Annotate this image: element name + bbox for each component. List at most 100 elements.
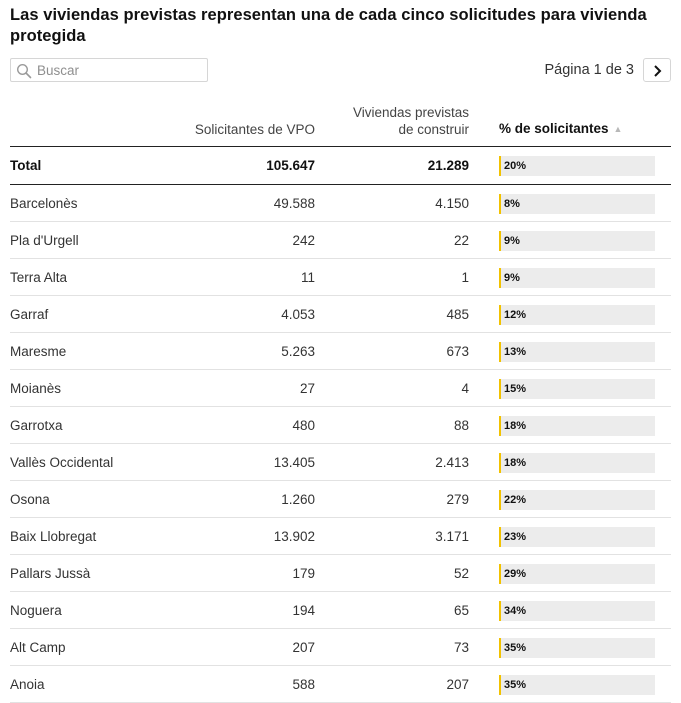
row-name-cell: Moianès: [10, 369, 170, 407]
pct-bar-track: 18%: [499, 415, 655, 436]
pct-bar-label: 13%: [504, 345, 527, 358]
table-row: Osona 1.260 279 22%: [10, 480, 671, 518]
pct-bar-fill: [499, 193, 512, 214]
table-row: Baix Llobregat 13.902 3.171 23%: [10, 517, 671, 555]
pct-bar-label: 9%: [504, 234, 520, 247]
row-viviendas-cell: 22: [315, 221, 469, 259]
table-row: Maresme 5.263 673 13%: [10, 332, 671, 370]
row-viviendas-cell: 3.171: [315, 517, 469, 555]
total-viviendas-cell: 21.289: [315, 146, 469, 185]
row-name-cell: Alt Camp: [10, 628, 170, 666]
row-solicitantes-cell: 242: [170, 221, 315, 259]
row-solicitantes-cell: 27: [170, 369, 315, 407]
pct-bar-label: 23%: [504, 530, 527, 543]
pct-bar-track: 13%: [499, 341, 655, 362]
pct-bar-track: 35%: [499, 637, 655, 658]
row-pct-cell: 29%: [469, 554, 671, 592]
row-pct-cell: 23%: [469, 517, 671, 555]
column-header-viviendas-line2: de construir: [398, 122, 469, 137]
row-name-cell: Baix Llobregat: [10, 517, 170, 555]
row-viviendas-cell: 73: [315, 628, 469, 666]
table-row: Garraf 4.053 485 12%: [10, 295, 671, 333]
pct-bar-label: 22%: [504, 493, 527, 506]
pct-bar-track: 12%: [499, 304, 655, 325]
row-viviendas-cell: 207: [315, 665, 469, 703]
row-pct-cell: 12%: [469, 295, 671, 333]
pct-bar-fill: [499, 637, 554, 658]
pct-bar-label: 12%: [504, 308, 527, 321]
pct-bar-track: 22%: [499, 489, 655, 510]
row-name-cell: Garraf: [10, 295, 170, 333]
row-pct-cell: 15%: [469, 369, 671, 407]
row-pct-cell: 35%: [469, 628, 671, 666]
next-page-button[interactable]: [643, 58, 671, 82]
table-body: Total 105.647 21.289 20% Barcelonès 49.58…: [10, 146, 671, 703]
column-header-viviendas[interactable]: Viviendas previstas de construir: [315, 102, 469, 147]
column-header-pct[interactable]: % de solicitantes ▲: [469, 102, 671, 147]
search-input[interactable]: [35, 59, 209, 81]
pct-bar-fill: [499, 304, 518, 325]
table-row: Terra Alta 11 1 9%: [10, 258, 671, 296]
table-row: Vallès Occidental 13.405 2.413 18%: [10, 443, 671, 481]
search-icon: [16, 63, 32, 79]
pct-bar-track: 18%: [499, 452, 655, 473]
column-header-solicitantes[interactable]: Solicitantes de VPO: [170, 102, 315, 147]
total-solicitantes-cell: 105.647: [170, 146, 315, 185]
pct-bar-track: 23%: [499, 526, 655, 547]
row-name-cell: Maresme: [10, 332, 170, 370]
column-header-pct-label: % de solicitantes: [499, 121, 609, 136]
table-row: Pla d'Urgell 242 22 9%: [10, 221, 671, 259]
page-title: Las viviendas previstas representan una …: [10, 6, 647, 45]
row-name-cell: Pallars Jussà: [10, 554, 170, 592]
row-pct-cell: 9%: [469, 258, 671, 296]
row-viviendas-cell: 65: [315, 591, 469, 629]
row-viviendas-cell: 88: [315, 406, 469, 444]
total-pct-cell: 20%: [469, 146, 671, 185]
row-name-cell: Noguera: [10, 591, 170, 629]
total-name-cell: Total: [10, 146, 170, 185]
pct-bar-fill: [499, 267, 514, 288]
pct-bar-fill: [499, 415, 528, 436]
toolbar: Página 1 de 3: [10, 58, 671, 84]
table-row: Alt Camp 207 73 35%: [10, 628, 671, 666]
row-pct-cell: 8%: [469, 184, 671, 222]
pct-bar-label: 35%: [504, 641, 527, 654]
pct-bar-fill: [499, 600, 553, 621]
table-row: Noguera 194 65 34%: [10, 591, 671, 629]
row-pct-cell: 35%: [469, 665, 671, 703]
pct-bar-track: 9%: [499, 230, 655, 251]
pct-bar-fill: [499, 230, 514, 251]
pct-bar-label: 29%: [504, 567, 527, 580]
table-row: Barcelonès 49.588 4.150 8%: [10, 184, 671, 222]
pct-bar-fill: [499, 156, 531, 176]
row-solicitantes-cell: 1.260: [170, 480, 315, 518]
row-solicitantes-cell: 49.588: [170, 184, 315, 222]
table-widget: Las viviendas previstas representan una …: [10, 0, 671, 703]
row-solicitantes-cell: 480: [170, 406, 315, 444]
pct-bar-label: 35%: [504, 678, 527, 691]
pct-bar-fill: [499, 489, 534, 510]
pct-bar-label: 9%: [504, 271, 520, 284]
pct-bar-fill: [499, 452, 528, 473]
column-header-name[interactable]: [10, 102, 170, 147]
pct-bar-fill: [499, 341, 520, 362]
row-viviendas-cell: 52: [315, 554, 469, 592]
row-solicitantes-cell: 13.902: [170, 517, 315, 555]
search-box[interactable]: [10, 58, 209, 82]
pct-bar-track: 20%: [499, 156, 655, 176]
pct-bar-fill: [499, 526, 535, 547]
row-pct-cell: 9%: [469, 221, 671, 259]
row-pct-cell: 34%: [469, 591, 671, 629]
pct-bar-label: 18%: [504, 456, 527, 469]
row-solicitantes-cell: 11: [170, 258, 315, 296]
row-pct-cell: 18%: [469, 443, 671, 481]
table-row: Pallars Jussà 179 52 29%: [10, 554, 671, 592]
pct-bar-label: 20%: [504, 160, 527, 172]
pct-bar-label: 15%: [504, 382, 527, 395]
row-viviendas-cell: 485: [315, 295, 469, 333]
row-viviendas-cell: 2.413: [315, 443, 469, 481]
row-viviendas-cell: 673: [315, 332, 469, 370]
pagination-status: Página 1 de 3: [544, 62, 635, 78]
pct-bar-fill: [499, 563, 545, 584]
row-name-cell: Garrotxa: [10, 406, 170, 444]
